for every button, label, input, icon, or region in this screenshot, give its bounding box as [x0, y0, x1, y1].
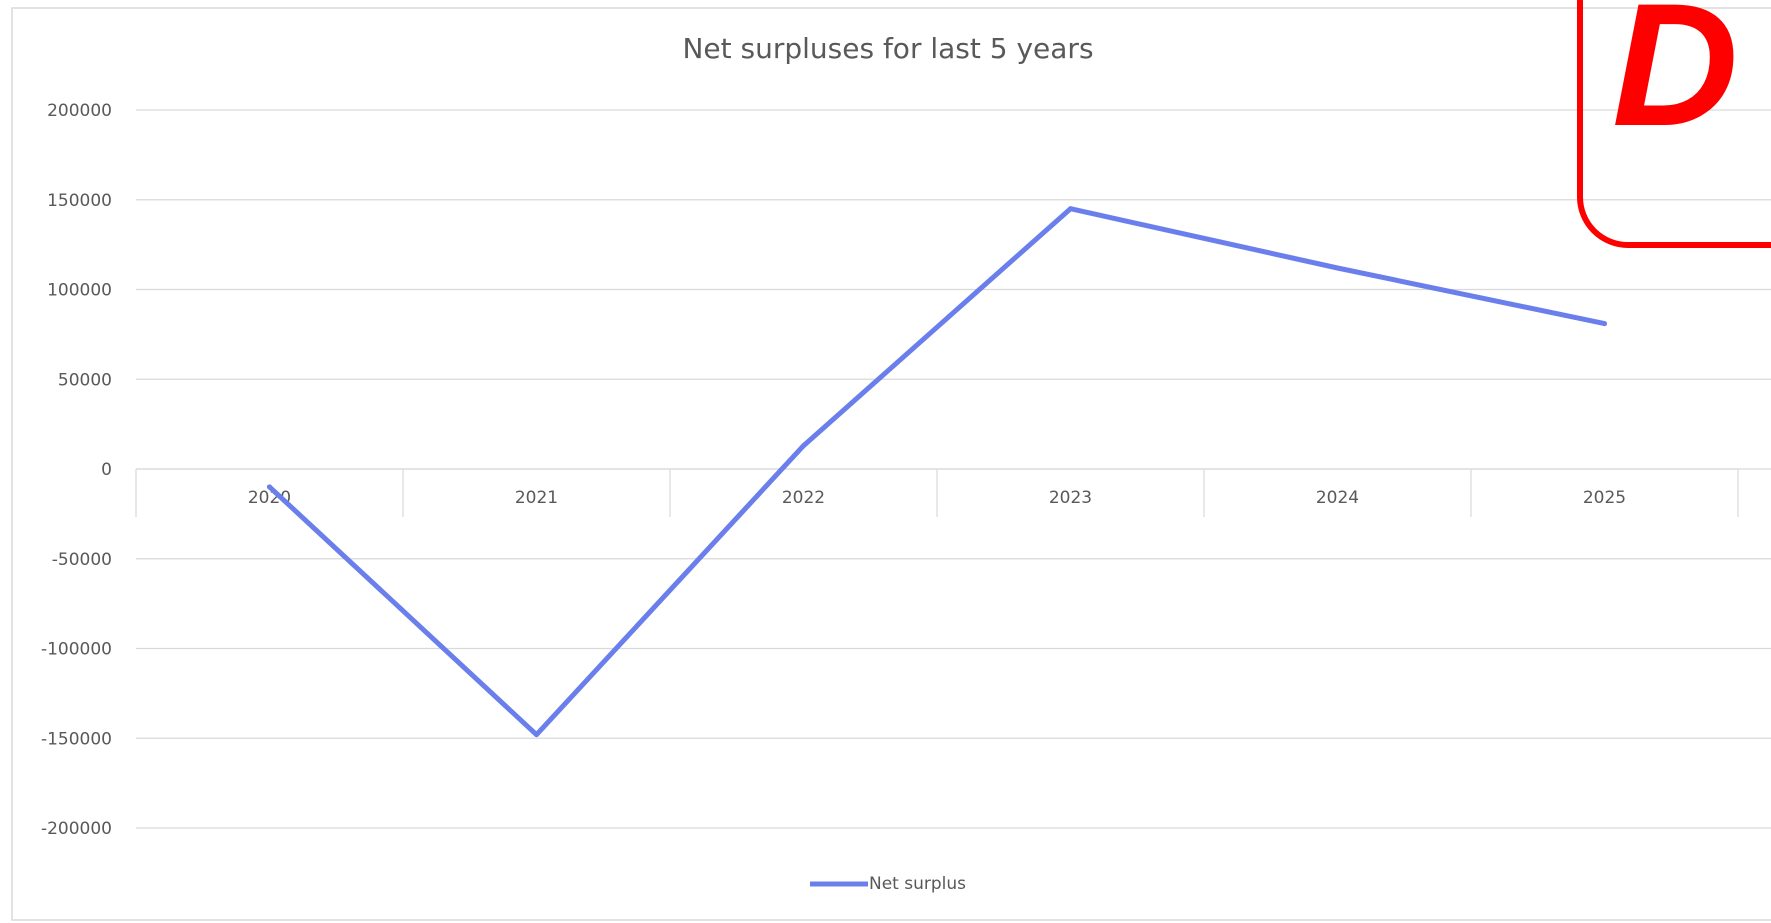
data-point [534, 732, 539, 738]
x-tick-label: 2023 [1049, 488, 1092, 508]
legend: Net surplus [810, 874, 966, 894]
series-line-net-surplus [267, 206, 1607, 738]
corner-badge: D [1577, 0, 1771, 248]
x-tick-label: 2020 [248, 488, 291, 508]
category-axis: 2020 2021 2022 2023 2024 2025 [135, 468, 1739, 517]
x-tick-label: 2022 [782, 488, 825, 508]
data-point [1335, 265, 1340, 271]
y-tick-label: 200000 [47, 101, 112, 121]
y-tick-label: -200000 [41, 819, 112, 839]
y-tick-label: 150000 [47, 191, 112, 211]
y-tick-label: 50000 [58, 370, 112, 390]
badge-letter: D [1612, 0, 1738, 163]
x-tick-label: 2025 [1583, 488, 1626, 508]
data-point [801, 443, 806, 449]
x-tick-label: 2024 [1316, 488, 1359, 508]
chart-area-border [11, 7, 1771, 921]
x-tick-label: 2021 [515, 488, 558, 508]
y-tick-label: 100000 [47, 281, 112, 301]
y-tick-label: -150000 [41, 729, 112, 749]
chart-title: Net surpluses for last 5 years [682, 32, 1093, 65]
y-tick-label: -100000 [41, 640, 112, 660]
y-tick-label: 0 [101, 460, 112, 480]
badge-frame [1577, 0, 1771, 248]
data-point [267, 484, 272, 490]
data-point [1068, 206, 1073, 212]
y-tick-label: -50000 [52, 550, 112, 570]
y-tick-labels: 200000 150000 100000 50000 0 -50000 -100000 -15… [41, 101, 112, 839]
data-point [1602, 321, 1607, 327]
series-lines [267, 206, 1607, 738]
legend-label-net-surplus: Net surplus [869, 874, 966, 894]
